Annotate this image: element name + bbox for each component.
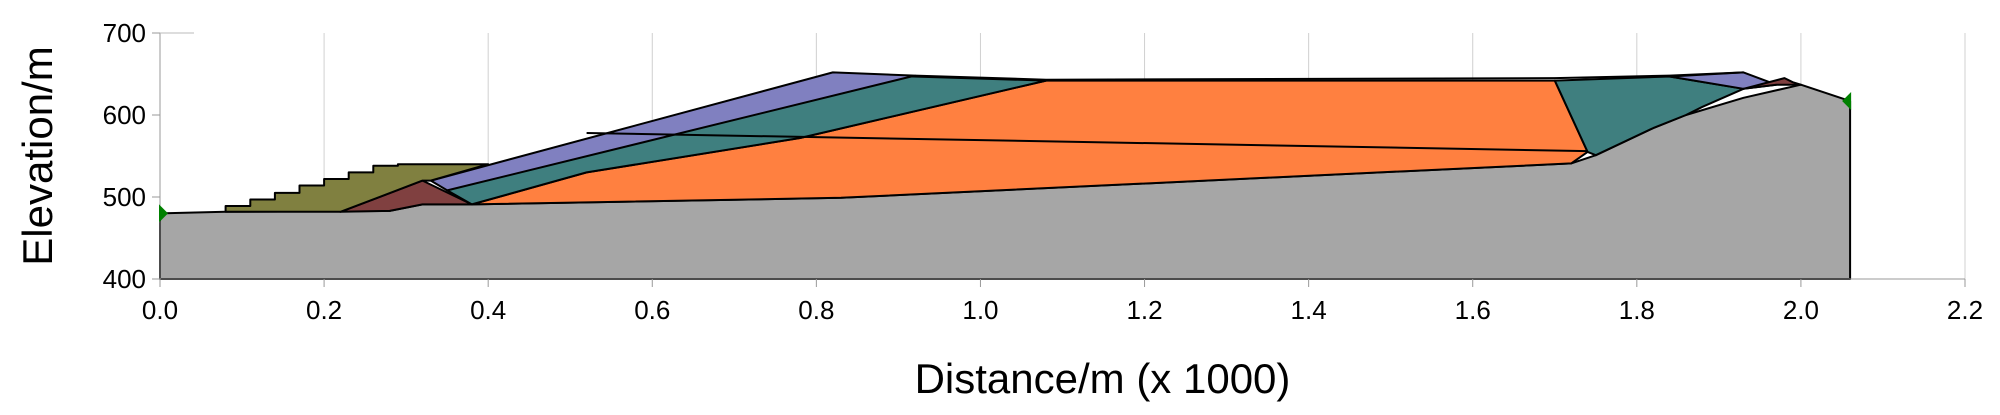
x-tick-label: 1.2	[1126, 295, 1162, 325]
layer-olive	[224, 163, 490, 213]
marker-left	[159, 204, 168, 223]
x-tick-label: 2.0	[1783, 295, 1819, 325]
x-tick-label: 0.6	[634, 295, 670, 325]
x-tick-label: 1.0	[962, 295, 998, 325]
axes-group	[152, 32, 1966, 287]
x-axis-title: Distance/m (x 1000)	[915, 355, 1291, 402]
x-tick-label: 2.2	[1947, 295, 1983, 325]
y-tick-label: 600	[103, 100, 146, 130]
marker-right	[1842, 92, 1852, 111]
x-tick-label: 1.8	[1619, 295, 1655, 325]
x-tick-label: 0.4	[470, 295, 506, 325]
y-axis-title: Elevation/m	[14, 46, 61, 265]
x-tick-label: 0.8	[798, 295, 834, 325]
lines-group	[586, 71, 1744, 153]
x-tick-label: 1.4	[1291, 295, 1327, 325]
y-tick-label: 700	[103, 18, 146, 48]
x-tick-label: 1.6	[1455, 295, 1491, 325]
x-tick-label: 0.0	[142, 295, 178, 325]
layer-maroon-right	[1742, 77, 1802, 90]
x-tick-label: 0.2	[306, 295, 342, 325]
labels-group: 400 500 600 700 0.0 0.2 0.4 0.6 0.8 1.0 1.2 1.4 1.6 1…	[103, 18, 1983, 325]
markers-group	[159, 92, 1852, 223]
layers-group	[159, 71, 1852, 280]
y-tick-label: 500	[103, 182, 146, 212]
y-tick-label: 400	[103, 264, 146, 294]
crest-line	[914, 71, 1744, 81]
internal-line	[586, 132, 1588, 153]
